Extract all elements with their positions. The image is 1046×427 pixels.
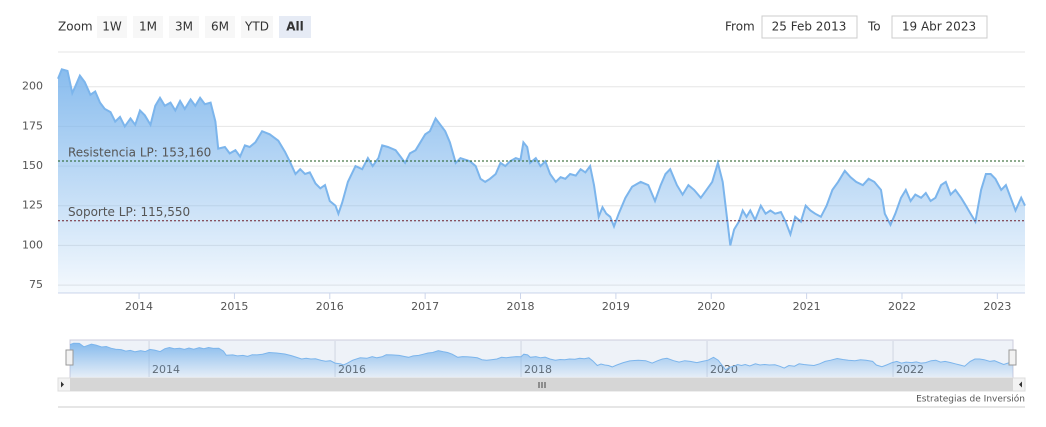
x-tick-label: 2018 xyxy=(507,300,535,313)
navigator-line xyxy=(69,342,1014,371)
zoom-button[interactable] xyxy=(169,16,199,38)
scrollbar-grip xyxy=(538,382,546,388)
handle-right[interactable] xyxy=(1008,349,1017,366)
x-tick-label: 2019 xyxy=(602,300,630,313)
zoom-button-label[interactable]: 3M xyxy=(175,20,193,34)
y-tick-label: 175 xyxy=(22,119,43,132)
zoom-button[interactable] xyxy=(205,16,235,38)
zoom-button[interactable] xyxy=(279,16,311,38)
toolbar: Zoom 1W 1M 3M 6M YTD All xyxy=(58,16,311,38)
zoom-button[interactable] xyxy=(133,16,163,38)
x-tick-label: 2014 xyxy=(125,300,153,313)
x-tick-label: 2022 xyxy=(888,300,916,313)
plot-line-label: Soporte LP: 115,550 xyxy=(68,205,190,219)
to-date[interactable]: 19 Abr 2023 xyxy=(902,20,976,34)
credits: Estrategias de Inversión xyxy=(916,394,1025,405)
to-label: To xyxy=(867,20,881,34)
from-date[interactable]: 25 Feb 2013 xyxy=(772,20,847,34)
series-fill xyxy=(58,69,1025,293)
y-tick-label: 100 xyxy=(22,238,43,251)
y-tick-label: 150 xyxy=(22,159,43,172)
zoom-button-label[interactable]: 1M xyxy=(139,20,157,34)
from-input[interactable] xyxy=(761,15,858,39)
x-tick-label: 2023 xyxy=(983,300,1011,313)
plot: Resistencia LP: 153,160 Soporte LP: 115,5… xyxy=(57,68,1026,293)
from-label: From xyxy=(725,20,755,34)
plot-line-label: Resistencia LP: 153,160 xyxy=(68,146,211,160)
scroll-left[interactable] xyxy=(61,381,64,388)
y-tick-label: 125 xyxy=(22,199,43,212)
to-input[interactable] xyxy=(891,15,988,39)
zoom-button-label[interactable]: 1W xyxy=(102,20,122,34)
x-tick-label: 2021 xyxy=(793,300,821,313)
series-line xyxy=(57,68,1026,246)
zoom-button-label[interactable]: YTD xyxy=(244,20,269,34)
navigator[interactable]: 20142016201820202022 xyxy=(69,339,1014,379)
zoom-button-label[interactable]: 6M xyxy=(211,20,229,34)
scroll-right[interactable] xyxy=(1019,381,1022,388)
x-tick-label: 2016 xyxy=(316,300,344,313)
y-tick-label: 75 xyxy=(29,278,43,291)
zoom-label: Zoom xyxy=(58,20,93,34)
x-tick-label: 2017 xyxy=(411,300,439,313)
zoom-button[interactable] xyxy=(97,16,127,38)
zoom-button-label[interactable]: All xyxy=(286,20,304,34)
navigator-fill xyxy=(70,343,1013,377)
zoom-button[interactable] xyxy=(241,16,273,38)
handle-left[interactable] xyxy=(65,349,74,366)
y-tick-label: 200 xyxy=(22,80,43,93)
x-tick-label: 2020 xyxy=(697,300,725,313)
x-tick-label: 2015 xyxy=(220,300,248,313)
